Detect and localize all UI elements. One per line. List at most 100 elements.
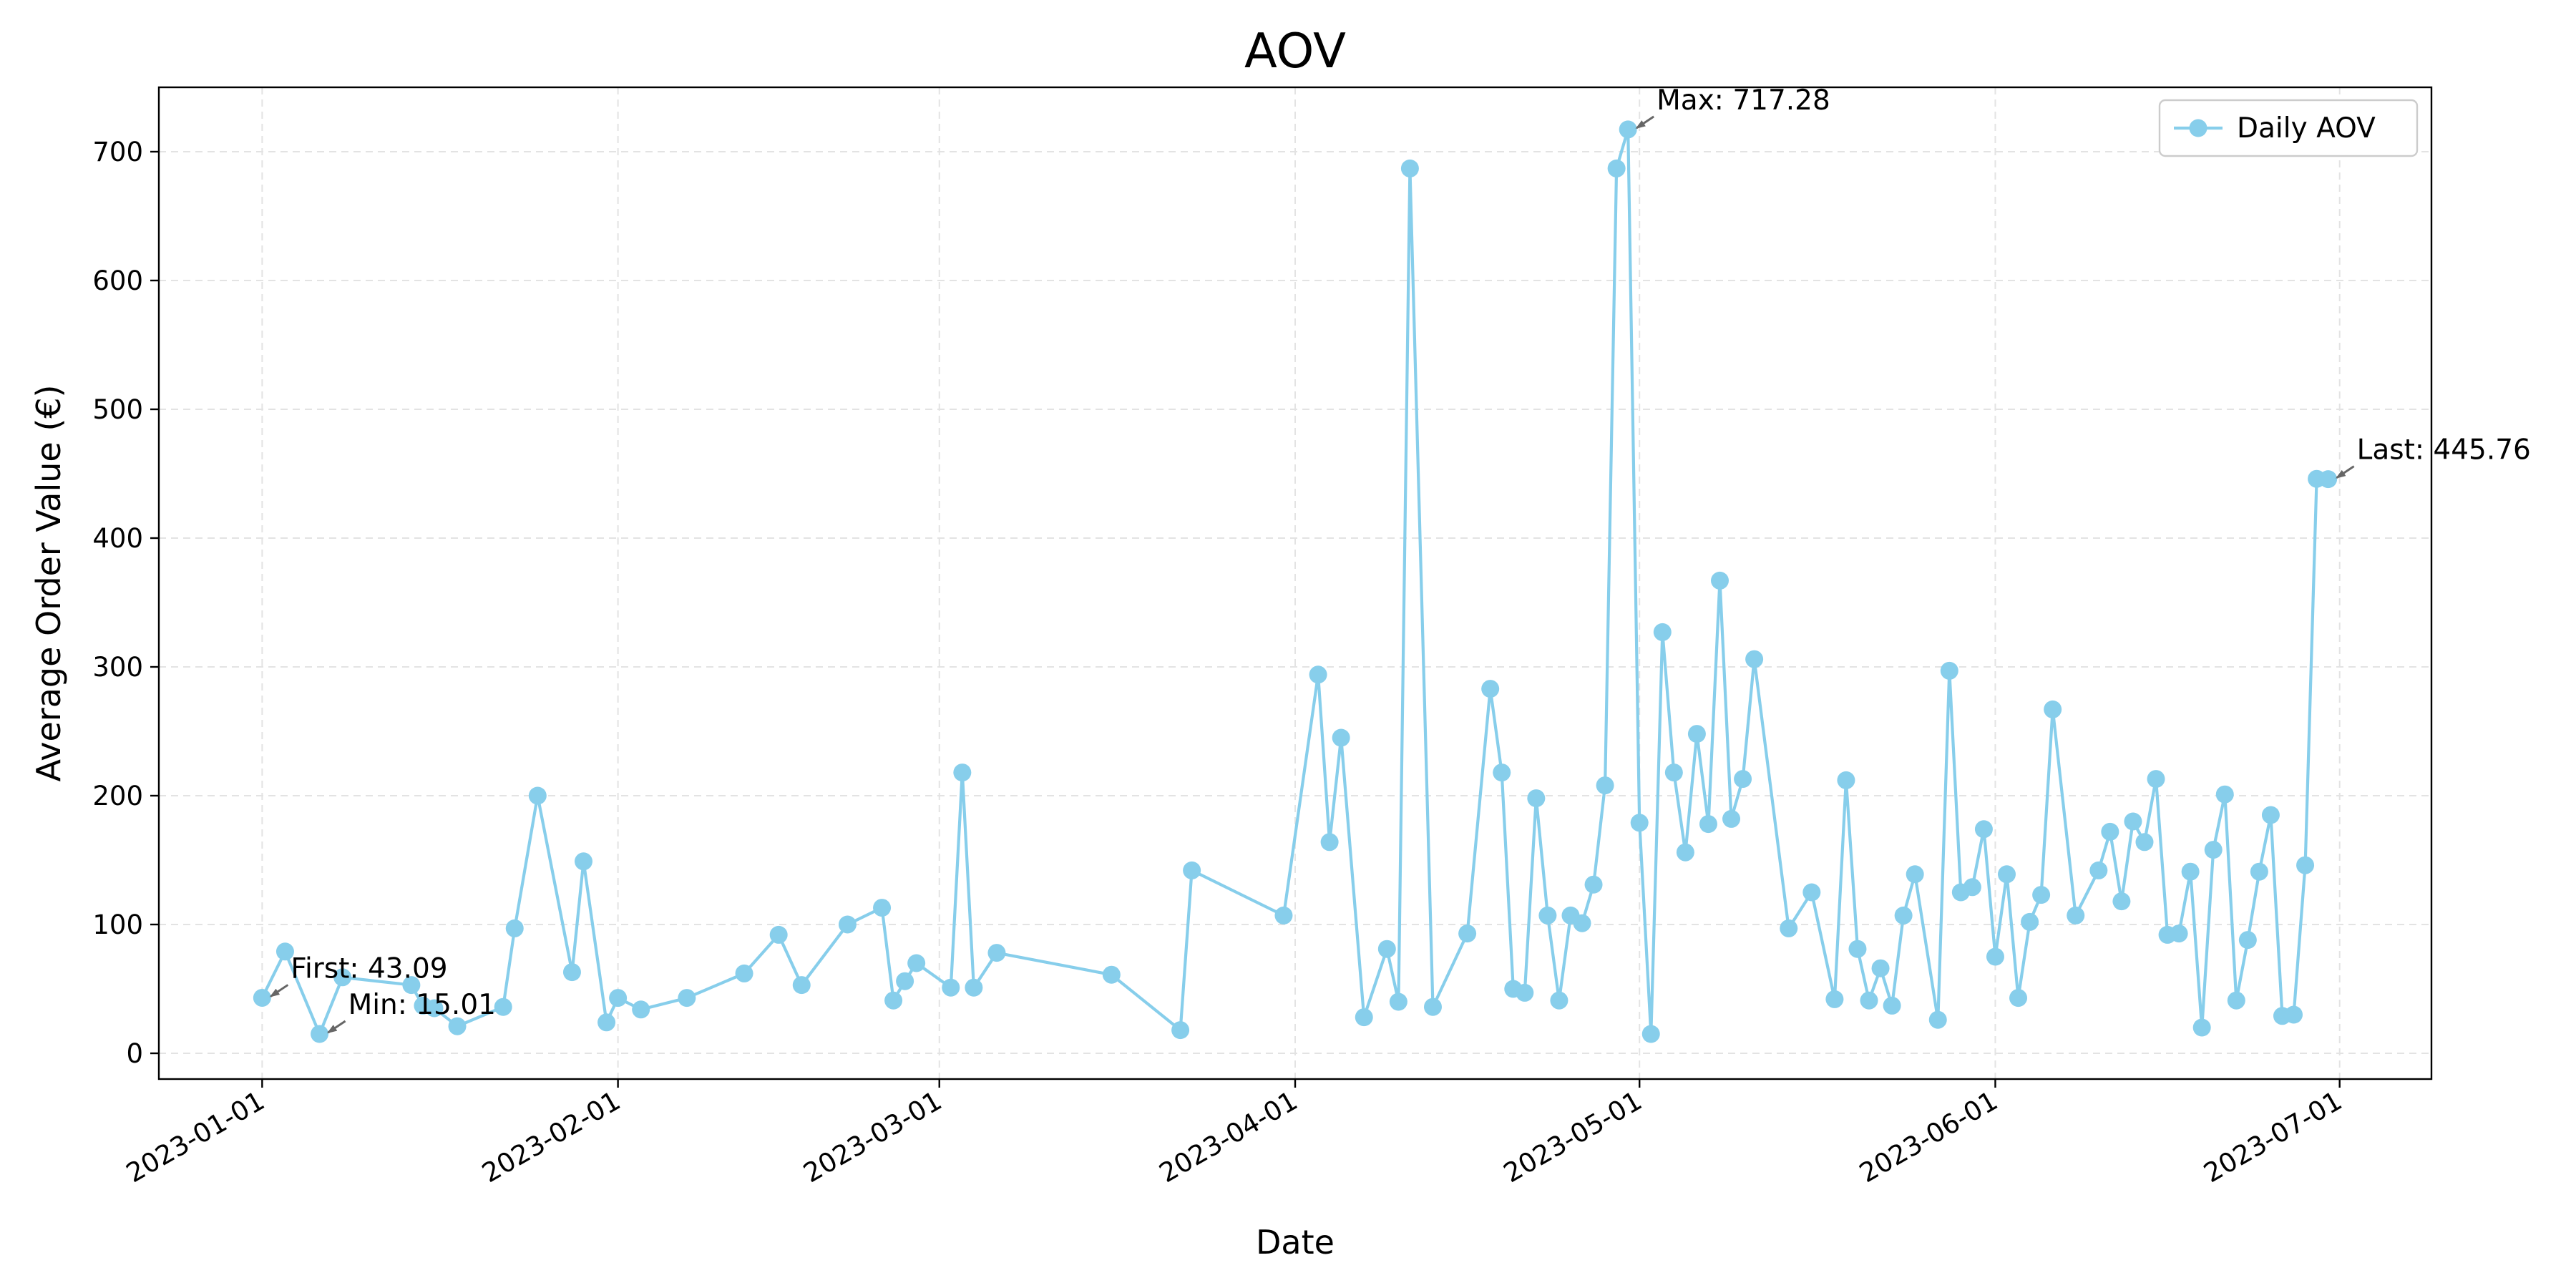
data-point xyxy=(1802,883,1821,902)
data-point xyxy=(1630,814,1649,832)
data-point xyxy=(2135,833,2154,852)
data-point xyxy=(987,944,1006,962)
y-tick-label: 300 xyxy=(92,652,143,683)
data-point xyxy=(2181,862,2200,881)
data-point xyxy=(1527,789,1546,808)
data-point xyxy=(678,989,696,1008)
data-point xyxy=(1355,1008,1373,1027)
data-point xyxy=(2192,1018,2211,1037)
data-point xyxy=(1928,1010,1947,1029)
data-point xyxy=(402,976,421,995)
annotation-layer: First: 43.09 Min: 15.01 Max: 717.28 Last: 4… xyxy=(269,84,2531,1034)
data-point xyxy=(942,978,960,997)
data-point xyxy=(1699,815,1717,834)
data-point xyxy=(1183,861,1201,879)
data-point xyxy=(1710,571,1729,590)
data-point xyxy=(1906,865,1924,884)
data-point xyxy=(1848,940,1867,958)
data-point xyxy=(1745,650,1764,668)
y-tick-label: 700 xyxy=(92,137,143,167)
data-point xyxy=(1171,1021,1190,1040)
data-point xyxy=(1550,991,1568,1010)
series-layer xyxy=(253,120,2338,1043)
data-point xyxy=(562,963,581,982)
data-point xyxy=(2147,770,2165,789)
data-point xyxy=(425,999,444,1018)
data-point xyxy=(1837,771,1855,789)
x-tick-label: 2023-07-01 xyxy=(2198,1085,2347,1189)
data-point xyxy=(884,991,903,1010)
data-point xyxy=(333,968,352,987)
data-point xyxy=(2067,906,2085,924)
data-point xyxy=(1573,914,1591,932)
data-point xyxy=(2124,812,2142,831)
data-point xyxy=(1584,875,1603,894)
plot-frame xyxy=(157,86,2433,1080)
data-point xyxy=(2089,861,2108,879)
data-point xyxy=(1538,906,1557,924)
data-point xyxy=(1734,770,1752,789)
data-point xyxy=(1986,947,2004,966)
data-point xyxy=(275,942,294,961)
data-point xyxy=(838,915,857,934)
data-point xyxy=(528,786,547,805)
data-point xyxy=(2204,841,2223,859)
y-tick-label: 600 xyxy=(92,265,143,296)
data-point xyxy=(1607,159,1626,177)
annotation-arrow xyxy=(2335,465,2355,479)
chart-title: AOV xyxy=(1244,23,1346,79)
data-point xyxy=(2250,862,2268,881)
data-point xyxy=(1423,997,1442,1016)
data-point xyxy=(494,997,512,1016)
data-point xyxy=(1974,820,1993,839)
data-point xyxy=(253,988,271,1007)
data-point xyxy=(632,1000,650,1019)
data-point xyxy=(1871,959,1890,977)
annotation-arrow xyxy=(269,984,289,997)
data-point xyxy=(1309,665,1327,684)
data-point xyxy=(769,925,788,944)
data-point xyxy=(1481,680,1500,698)
x-axis-label: Date xyxy=(1256,1223,1335,1262)
data-point xyxy=(965,978,983,997)
x-tick-label: 2023-06-01 xyxy=(1854,1085,2003,1189)
legend-label: Daily AOV xyxy=(2237,112,2376,145)
data-point xyxy=(1332,728,1350,747)
data-point xyxy=(1516,983,1534,1002)
data-point xyxy=(792,976,811,995)
data-point xyxy=(609,989,628,1008)
x-tick-label: 2023-02-01 xyxy=(477,1085,625,1189)
data-point xyxy=(1722,809,1741,828)
data-point xyxy=(873,899,892,917)
annotation-label: Max: 717.28 xyxy=(1657,84,1830,117)
annotation-arrow xyxy=(1635,115,1655,130)
annotation-label: First: 43.09 xyxy=(291,952,447,985)
data-point xyxy=(1320,833,1339,852)
data-point xyxy=(1687,725,1706,743)
legend: Daily AOV xyxy=(2158,99,2419,157)
data-point xyxy=(2101,822,2119,841)
series-line-daily-aov xyxy=(260,127,2328,1036)
data-point xyxy=(1780,919,1798,937)
grid-lines xyxy=(159,87,2431,1079)
data-point xyxy=(1389,992,1407,1011)
data-point xyxy=(953,763,972,782)
data-point xyxy=(1102,965,1121,984)
annotation-arrow xyxy=(326,1020,346,1034)
data-point xyxy=(1641,1025,1660,1043)
data-point xyxy=(1998,865,2016,884)
data-point xyxy=(2227,991,2245,1010)
x-axis-ticks: 2023-01-01 2023-02-01 2023-03-01 2023-04-01… xyxy=(121,1079,2347,1189)
data-point xyxy=(1377,940,1396,958)
data-point xyxy=(505,919,524,937)
data-point xyxy=(2238,931,2257,950)
data-point xyxy=(574,852,592,871)
data-point xyxy=(2296,856,2315,874)
data-point xyxy=(1825,990,1844,1008)
data-point xyxy=(1596,776,1614,795)
data-point xyxy=(1400,159,1419,177)
data-point xyxy=(597,1013,616,1032)
data-point xyxy=(2170,924,2188,943)
